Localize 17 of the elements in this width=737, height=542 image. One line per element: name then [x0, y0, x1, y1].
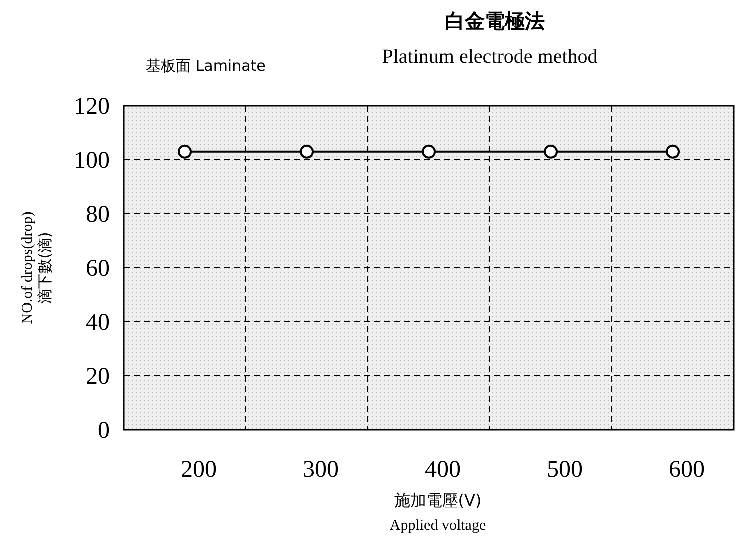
x-tick-label: 500 — [547, 457, 583, 483]
x-axis-title: 施加電壓(V) Applied voltage — [390, 491, 486, 534]
text: 基板面 Laminate — [146, 57, 266, 75]
x-tick-label: 300 — [303, 457, 339, 483]
y-tick-label: 40 — [86, 310, 110, 336]
chart-title: 白金電極法 — [445, 9, 545, 33]
y-tick-label: 20 — [86, 364, 110, 390]
x-tick-label: 600 — [669, 457, 705, 483]
y-tick-label: 60 — [86, 256, 110, 282]
x-tick-label: 200 — [181, 457, 217, 483]
y-tick-label: 80 — [86, 202, 110, 228]
y-tick-label: 0 — [98, 418, 110, 444]
chart-subtitle: Platinum electrode method — [382, 46, 598, 68]
y-tick-label: 100 — [74, 148, 110, 174]
y-axis-title: NO.of drops(drop) 滴下數(滴) — [20, 212, 54, 324]
x-tick-label: 400 — [425, 457, 461, 483]
y-tick-label: 120 — [74, 94, 110, 120]
